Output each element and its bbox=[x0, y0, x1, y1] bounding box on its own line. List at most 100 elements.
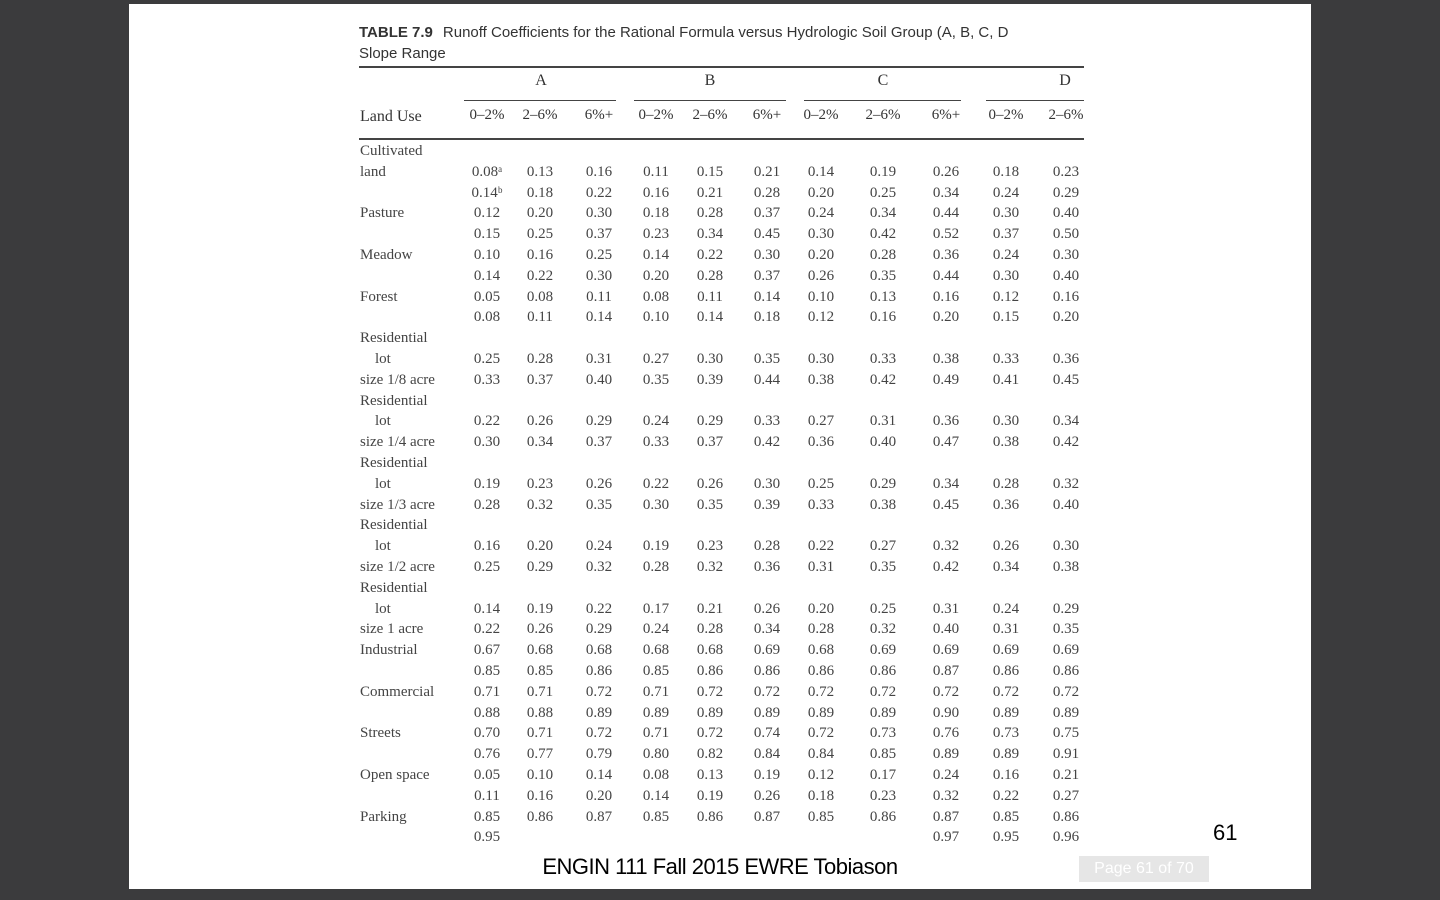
coefficient-cell: 0.22 bbox=[585, 184, 613, 201]
coefficient-cell: 0.34 bbox=[526, 434, 554, 451]
land-use-label: size 1 acre bbox=[360, 621, 424, 638]
land-use-label: lot bbox=[375, 600, 391, 617]
coefficient-cell: 0.28 bbox=[992, 475, 1020, 492]
coefficient-cell: 0.40 bbox=[869, 434, 897, 451]
coefficient-cell: 0.84 bbox=[807, 746, 835, 763]
coefficient-cell: 0.12 bbox=[807, 309, 835, 326]
coefficient-cell: 0.72 bbox=[696, 725, 724, 742]
coefficient-cell: 0.31 bbox=[807, 559, 835, 575]
coefficient-cell: 0.11 bbox=[697, 288, 723, 305]
coefficient-cell: 0.05 bbox=[473, 288, 501, 305]
coefficient-cell: 0.36 bbox=[1052, 351, 1080, 367]
table-row: Industrial 0.67 0.68 0.68 0.68 0.68 0.69 0.68 0.… bbox=[129, 642, 1129, 662]
coefficient-cell: 0.13 bbox=[696, 767, 724, 783]
coefficient-cell: 0.35 bbox=[869, 559, 897, 575]
coefficient-cell: 0.22 bbox=[473, 413, 501, 430]
coefficient-cell: 0.24 bbox=[642, 621, 670, 638]
coefficient-cell: 0.97 bbox=[932, 829, 960, 846]
coefficient-cell: 0.23 bbox=[1052, 163, 1080, 180]
table-row: land 0.08ᵃ 0.13 0.16 0.11 0.15 0.21 0.14 0.19 0.2… bbox=[129, 164, 1129, 184]
coefficient-cell: 0.29 bbox=[585, 413, 613, 430]
coefficient-cell: 0.30 bbox=[807, 351, 835, 367]
coefficient-cell: 0.85 bbox=[992, 808, 1020, 825]
coefficient-cell: 0.72 bbox=[932, 683, 960, 700]
coefficient-cell: 0.24 bbox=[992, 600, 1020, 617]
coefficient-cell: 0.85 bbox=[807, 808, 835, 825]
coefficient-cell: 0.38 bbox=[807, 371, 835, 388]
table-row: Residential bbox=[129, 330, 1129, 350]
coefficient-cell: 0.40 bbox=[1052, 496, 1080, 513]
coefficient-cell: 0.08 bbox=[473, 309, 501, 326]
coefficient-cell: 0.10 bbox=[642, 309, 670, 326]
table-row: lot 0.16 0.20 0.24 0.19 0.23 0.28 0.22 0.27 0.32 0… bbox=[129, 538, 1129, 558]
coefficient-cell: 0.33 bbox=[642, 434, 670, 451]
coefficient-cell: 0.89 bbox=[932, 746, 960, 763]
coefficient-cell: 0.69 bbox=[869, 642, 897, 659]
coefficient-cell: 0.72 bbox=[869, 683, 897, 700]
coefficient-cell: 0.24 bbox=[932, 767, 960, 783]
coefficient-cell: 0.29 bbox=[1052, 600, 1080, 617]
coefficient-cell: 0.08 bbox=[526, 288, 554, 305]
group-rule-b bbox=[634, 100, 786, 101]
coefficient-cell: 0.25 bbox=[869, 184, 897, 201]
group-header-b: B bbox=[704, 72, 716, 89]
coefficient-cell: 0.23 bbox=[642, 226, 670, 243]
coefficient-cell: 0.19 bbox=[753, 767, 781, 783]
coefficient-cell: 0.31 bbox=[585, 351, 613, 367]
coefficient-cell: 0.95 bbox=[473, 829, 501, 846]
coefficient-cell: 0.31 bbox=[869, 413, 897, 430]
coefficient-cell: 0.24 bbox=[992, 184, 1020, 201]
coefficient-cell: 0.71 bbox=[526, 683, 554, 700]
table-row: Residential bbox=[129, 455, 1129, 475]
coefficient-cell: 0.18 bbox=[753, 309, 781, 326]
slide: TABLE 7.9 Runoff Coefficients for the Rat… bbox=[129, 4, 1311, 889]
coefficient-cell: 0.87 bbox=[585, 808, 613, 825]
coefficient-cell: 0.42 bbox=[869, 371, 897, 388]
slope-header: 6%+ bbox=[931, 107, 961, 123]
coefficient-cell: 0.32 bbox=[585, 559, 613, 575]
coefficient-cell: 0.86 bbox=[992, 663, 1020, 679]
coefficient-cell: 0.14 bbox=[585, 767, 613, 783]
coefficient-cell: 0.15 bbox=[473, 226, 501, 243]
coefficient-cell: 0.14 bbox=[642, 247, 670, 263]
coefficient-cell: 0.08 bbox=[642, 767, 670, 783]
coefficient-cell: 0.23 bbox=[526, 475, 554, 492]
slope-header: 0–2% bbox=[638, 107, 674, 123]
coefficient-cell: 0.89 bbox=[753, 704, 781, 721]
land-use-label: Industrial bbox=[360, 642, 418, 659]
table-row: 0.85 0.85 0.86 0.85 0.86 0.86 0.86 0.86 0.87 0.86… bbox=[129, 663, 1129, 683]
coefficient-cell: 0.16 bbox=[473, 538, 501, 555]
coefficient-cell: 0.76 bbox=[932, 725, 960, 742]
coefficient-cell: 0.26 bbox=[932, 163, 960, 180]
coefficient-cell: 0.23 bbox=[869, 787, 897, 804]
coefficient-cell: 0.87 bbox=[753, 808, 781, 825]
coefficient-cell: 0.85 bbox=[473, 808, 501, 825]
coefficient-cell: 0.37 bbox=[753, 267, 781, 284]
coefficient-cell: 0.13 bbox=[526, 163, 554, 180]
table-label: TABLE 7.9 bbox=[359, 24, 433, 41]
coefficient-cell: 0.11 bbox=[643, 163, 669, 180]
coefficient-cell: 0.86 bbox=[696, 663, 724, 679]
coefficient-cell: 0.34 bbox=[696, 226, 724, 243]
coefficient-cell: 0.28 bbox=[753, 184, 781, 201]
coefficient-cell: 0.75 bbox=[1052, 725, 1080, 742]
coefficient-cell: 0.89 bbox=[642, 704, 670, 721]
coefficient-cell: 0.12 bbox=[992, 288, 1020, 305]
coefficient-cell: 0.28 bbox=[642, 559, 670, 575]
coefficient-cell: 0.50 bbox=[1052, 226, 1080, 243]
coefficient-cell: 0.37 bbox=[753, 205, 781, 222]
coefficient-cell: 0.28 bbox=[753, 538, 781, 555]
slope-header: 0–2% bbox=[803, 107, 839, 123]
coefficient-cell: 0.86 bbox=[526, 808, 554, 825]
coefficient-cell: 0.12 bbox=[473, 205, 501, 222]
coefficient-cell: 0.25 bbox=[869, 600, 897, 617]
coefficient-cell: 0.35 bbox=[1052, 621, 1080, 638]
coefficient-cell: 0.30 bbox=[992, 267, 1020, 284]
coefficient-cell: 0.30 bbox=[992, 413, 1020, 430]
table-row: size 1 acre 0.22 0.26 0.29 0.24 0.28 0.34 0.28 0… bbox=[129, 621, 1129, 641]
coefficient-cell: 0.19 bbox=[869, 163, 897, 180]
land-use-label: lot bbox=[375, 475, 391, 492]
coefficient-cell: 0.27 bbox=[642, 351, 670, 367]
coefficient-cell: 0.69 bbox=[932, 642, 960, 659]
coefficient-cell: 0.45 bbox=[753, 226, 781, 243]
